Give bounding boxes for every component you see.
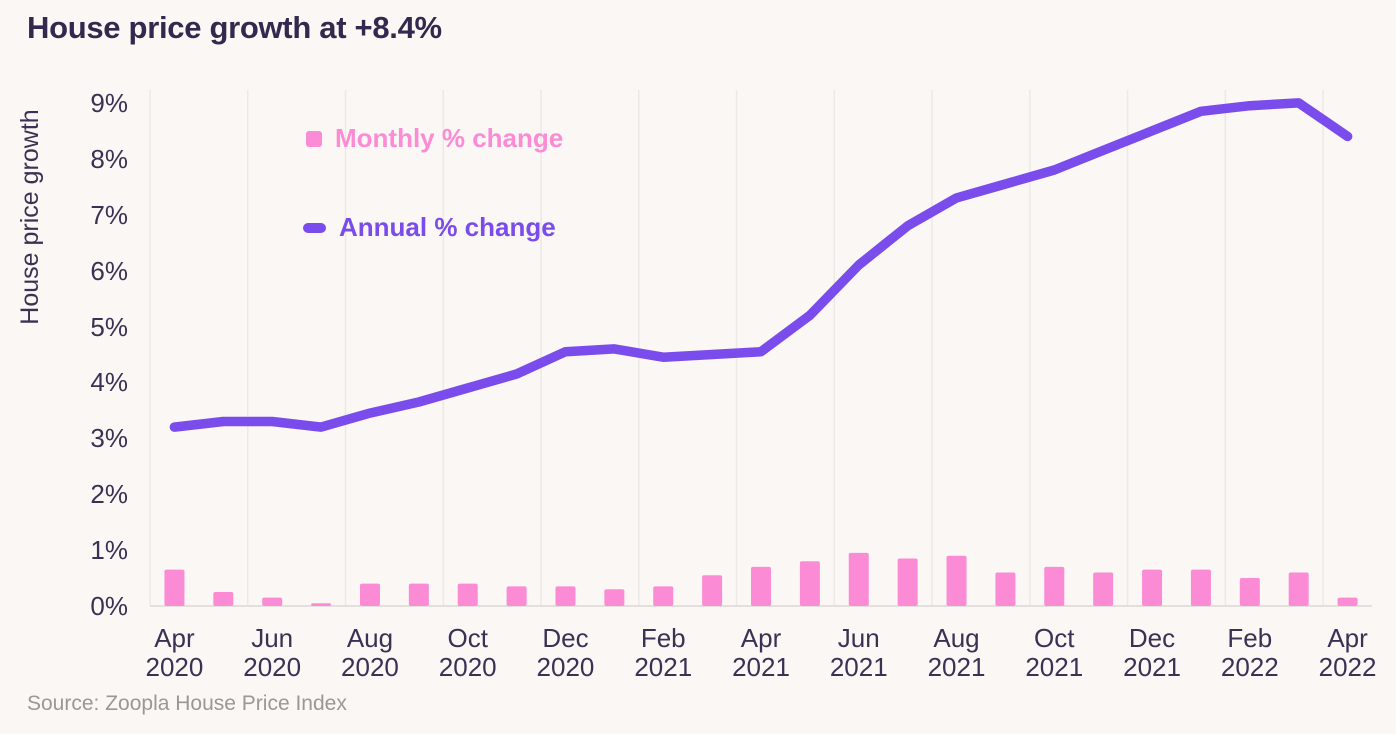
monthly-change-bar [457, 583, 478, 606]
monthly-change-bar [897, 558, 918, 606]
monthly-change-bar [653, 586, 674, 606]
x-tick-label: Dec 2020 [536, 623, 595, 682]
y-tick-label: 7% [90, 199, 128, 230]
y-tick-label: 0% [90, 591, 128, 621]
legend-item-monthly: Monthly % change [306, 123, 563, 154]
x-tick-label: Jun 2021 [829, 623, 888, 682]
y-tick-label: 3% [90, 423, 128, 454]
y-tick-label: 8% [90, 143, 128, 174]
x-tick-label: Feb 2022 [1220, 623, 1279, 682]
x-tick-label: Oct 2021 [1025, 623, 1084, 682]
monthly-change-bar [751, 566, 771, 606]
x-tick-label: Jun 2020 [243, 623, 302, 682]
monthly-change-bar [1093, 572, 1114, 606]
legend-label-annual: Annual % change [339, 212, 556, 242]
monthly-change-bar [164, 569, 185, 606]
monthly-change-bar [702, 575, 723, 606]
monthly-swatch-icon [306, 130, 322, 147]
x-tick-label: Apr 2021 [732, 623, 790, 682]
monthly-change-bar [604, 589, 625, 606]
monthly-change-bar [262, 597, 283, 606]
monthly-change-bar [848, 552, 869, 606]
chart-title: House price growth at +8.4% [27, 10, 442, 45]
x-tick-label: Apr 2020 [145, 623, 204, 682]
monthly-change-bar [946, 555, 967, 606]
annual-change-line [169, 98, 1353, 432]
y-tick-label: 9% [90, 87, 128, 118]
x-tick-label: Dec 2021 [1123, 623, 1181, 682]
x-tick-label: Apr 2022 [1318, 623, 1377, 682]
source-note: Source: Zoopla House Price Index [27, 692, 347, 715]
monthly-change-bar [995, 572, 1016, 606]
y-tick-label: 6% [90, 255, 128, 286]
monthly-change-bar [1337, 597, 1358, 606]
monthly-change-bar [1142, 569, 1163, 606]
x-tick-label: Oct 2020 [438, 623, 497, 682]
monthly-change-bar [799, 561, 820, 606]
y-tick-label: 5% [90, 311, 128, 342]
monthly-change-bar [506, 586, 527, 606]
monthly-change-bar [1288, 572, 1309, 606]
y-tick-label: 2% [90, 479, 128, 510]
monthly-change-bar [1190, 569, 1211, 606]
monthly-change-bar [311, 603, 332, 606]
x-tick-label: Aug 2020 [341, 623, 399, 682]
monthly-change-bar [213, 592, 234, 606]
monthly-change-bar [408, 583, 429, 606]
x-tick-label: Feb 2021 [634, 623, 693, 682]
monthly-change-bar [1239, 578, 1260, 606]
legend-item-annual: Annual % change [303, 212, 556, 243]
monthly-change-bar [1044, 566, 1065, 606]
annual-swatch-icon [303, 222, 326, 233]
legend-label-monthly: Monthly % change [335, 123, 564, 153]
y-tick-label: 4% [90, 367, 128, 398]
y-tick-label: 1% [90, 535, 128, 566]
monthly-change-bar [359, 583, 380, 606]
monthly-change-bar [555, 586, 576, 606]
x-tick-label: Aug 2021 [927, 623, 986, 682]
